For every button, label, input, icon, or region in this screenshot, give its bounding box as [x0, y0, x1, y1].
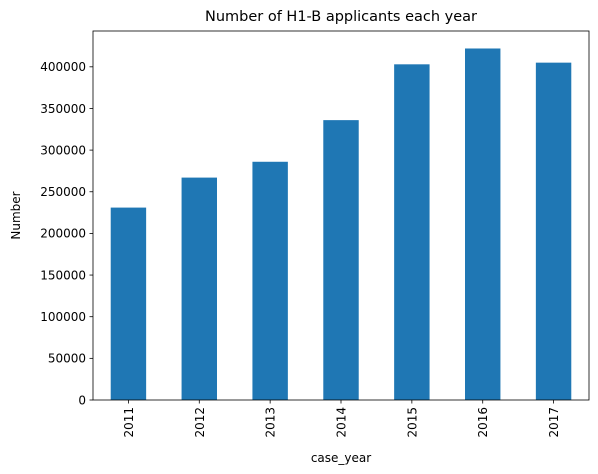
x-tick-label: 2015 [405, 407, 419, 438]
bar-2014 [323, 120, 359, 400]
x-tick-label: 2016 [476, 407, 490, 438]
bar-2015 [394, 64, 430, 400]
bar-2017 [535, 62, 572, 401]
bar-2011 [110, 207, 147, 400]
bar-2013 [252, 161, 288, 400]
y-tick-label: 0 [78, 393, 86, 407]
x-axis-label: case_year [311, 451, 371, 465]
y-tick-label: 350000 [40, 102, 86, 116]
y-axis-label: Number [9, 191, 23, 239]
x-tick-label: 2013 [264, 407, 278, 438]
x-tick-label: 2012 [193, 407, 207, 438]
x-tick-label: 2011 [122, 407, 136, 438]
y-tick-label: 150000 [40, 268, 86, 282]
y-tick-label: 100000 [40, 310, 86, 324]
y-axis: 0 50000 100000 150000 200000 250000 300000 3500… [40, 60, 93, 407]
plot-area [92, 30, 590, 401]
y-tick-label: 200000 [40, 227, 86, 241]
bars-group [110, 48, 572, 401]
chart-title: Number of H1-B applicants each year [205, 9, 477, 25]
y-tick-label: 250000 [40, 185, 86, 199]
y-tick-label: 400000 [40, 60, 86, 74]
bar-2016 [465, 48, 501, 401]
y-tick-label: 300000 [40, 143, 86, 157]
x-tick-label: 2014 [335, 407, 349, 438]
x-axis: 2011 2012 2013 2014 2015 2016 2017 [122, 400, 561, 438]
bar-2012 [181, 177, 217, 400]
y-tick-label: 50000 [48, 352, 86, 366]
x-tick-label: 2017 [547, 407, 561, 438]
